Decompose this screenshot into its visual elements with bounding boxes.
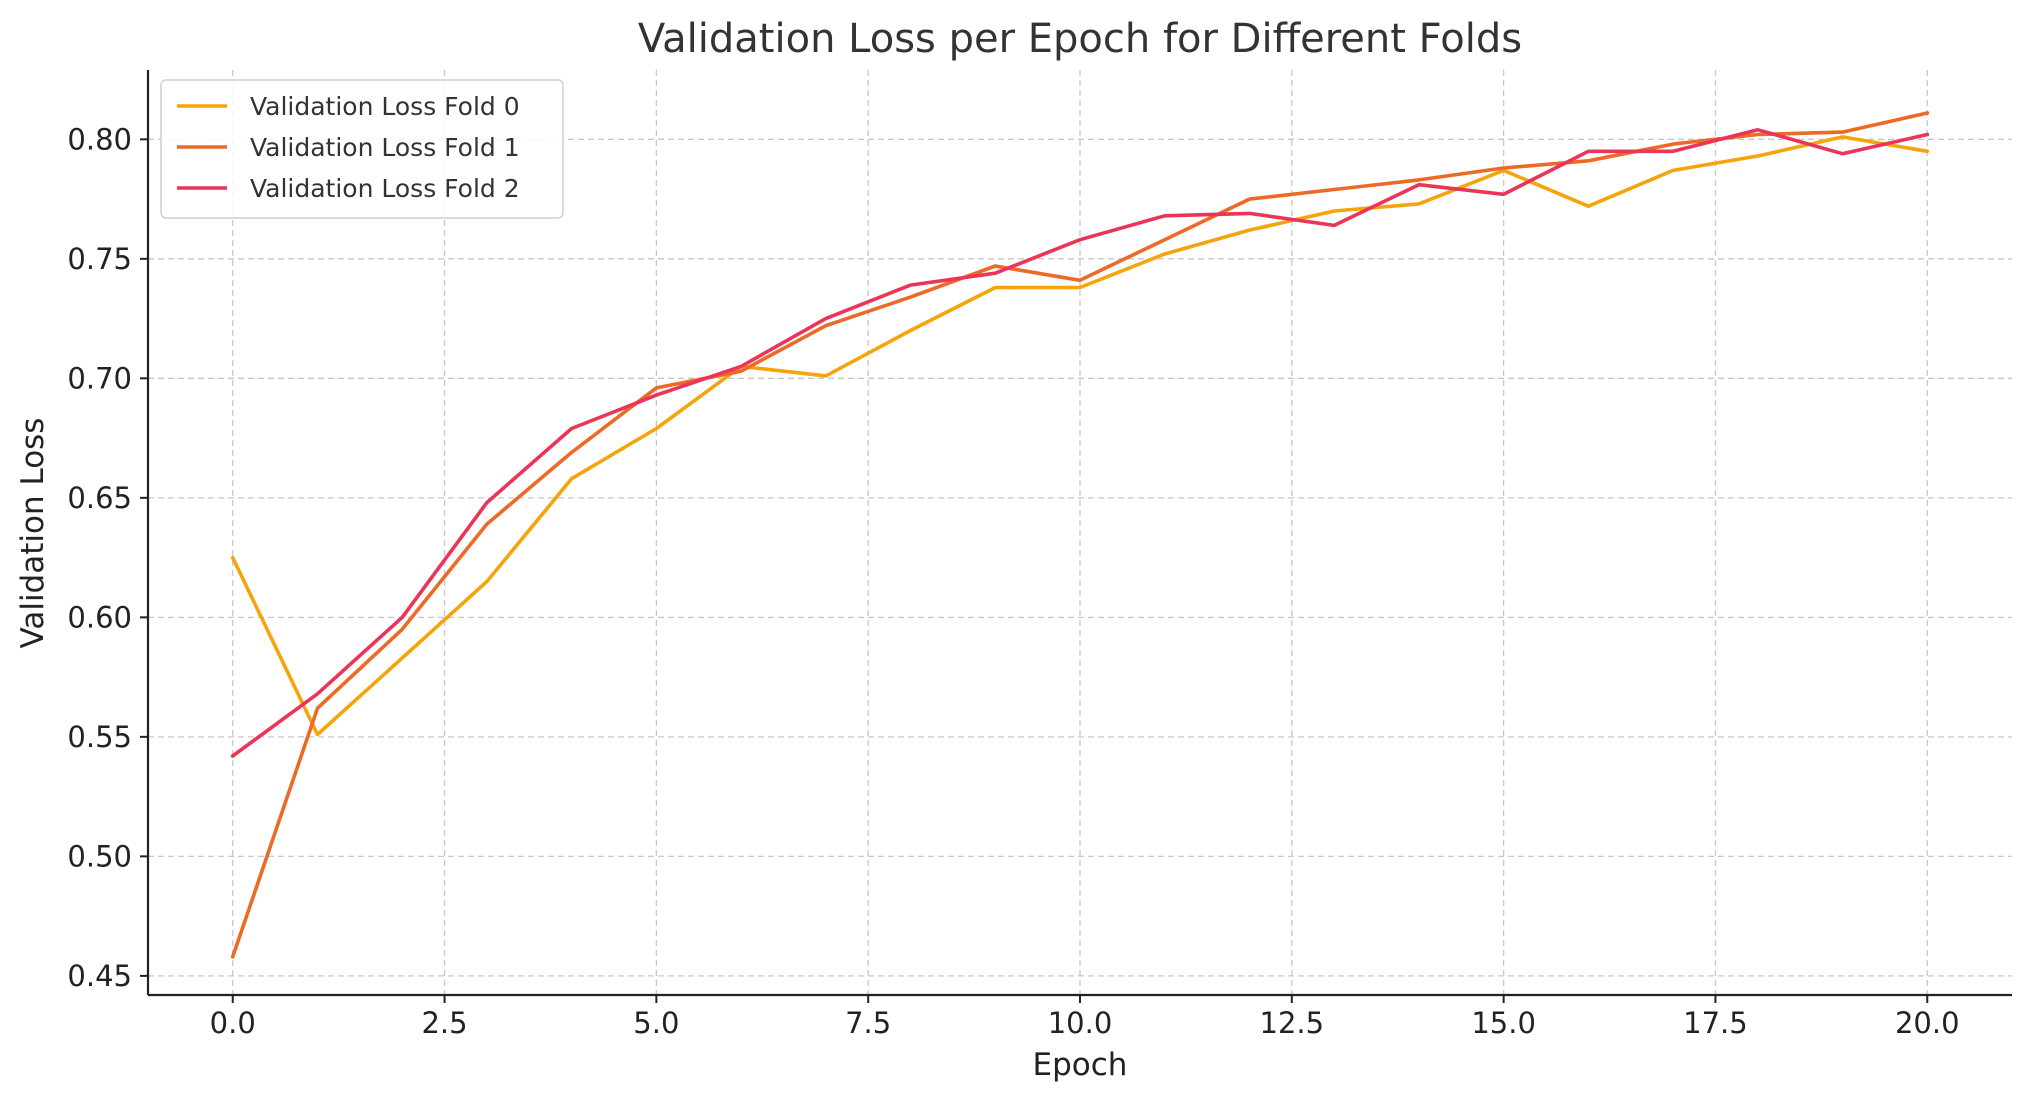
x-axis-label: Epoch <box>1033 1047 1128 1083</box>
x-tick-label: 15.0 <box>1471 1006 1536 1040</box>
legend-label-fold-2: Validation Loss Fold 2 <box>250 174 520 203</box>
legend-box <box>160 79 564 219</box>
x-tick-label: 7.5 <box>845 1006 891 1040</box>
series-lines <box>230 111 1930 959</box>
chart-title: Validation Loss per Epoch for Different … <box>638 16 1522 62</box>
legend-label-fold-0: Validation Loss Fold 0 <box>250 92 520 121</box>
x-tick-label: 20.0 <box>1895 1006 1960 1040</box>
y-tick-label: 0.80 <box>67 122 132 156</box>
series-line-fold-2 <box>230 128 1930 758</box>
x-tick-label: 2.5 <box>421 1006 467 1040</box>
x-tick-label: 10.0 <box>1048 1006 1113 1040</box>
y-axis-label: Validation Loss <box>15 418 51 649</box>
grid <box>148 70 2012 995</box>
x-tick-label: 5.0 <box>633 1006 679 1040</box>
x-tick-label: 17.5 <box>1683 1006 1748 1040</box>
y-tick-label: 0.75 <box>67 242 132 276</box>
legend: Validation Loss Fold 0 Validation Loss Fo… <box>160 79 564 219</box>
y-tick-label: 0.55 <box>67 720 132 754</box>
legend-label-fold-1: Validation Loss Fold 1 <box>250 133 520 162</box>
y-tick-label: 0.45 <box>67 959 132 993</box>
x-tick-label: 12.5 <box>1260 1006 1325 1040</box>
y-tick-label: 0.70 <box>67 361 132 395</box>
y-tick-label: 0.60 <box>67 600 132 634</box>
ticks: 0.0 2.5 5.0 7.5 10.0 12.5 15.0 17.5 20.0 0.45 0.50… <box>67 122 1959 1040</box>
series-line-fold-0 <box>230 135 1930 737</box>
y-tick-label: 0.65 <box>67 481 132 515</box>
y-tick-label: 0.50 <box>67 839 132 873</box>
x-tick-label: 0.0 <box>210 1006 256 1040</box>
